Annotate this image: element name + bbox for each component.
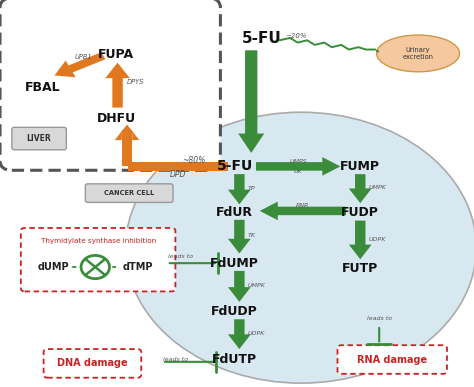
Text: UK: UK [294,169,302,174]
Text: LIVER: LIVER [27,134,51,143]
Text: ~80%: ~80% [182,156,206,165]
Text: UPB1: UPB1 [74,54,92,60]
Polygon shape [122,130,132,166]
Polygon shape [228,319,251,349]
Text: FdUMP: FdUMP [210,257,259,270]
Text: UMPK: UMPK [369,185,387,190]
Text: UMPS: UMPS [289,159,307,164]
FancyBboxPatch shape [85,184,173,202]
Text: DPD: DPD [170,170,186,180]
Text: UDPK: UDPK [247,331,265,336]
Ellipse shape [376,35,459,72]
Polygon shape [349,174,372,203]
FancyBboxPatch shape [0,0,220,170]
Polygon shape [349,221,372,259]
Text: Urinary
excretion: Urinary excretion [402,47,434,60]
FancyBboxPatch shape [337,345,447,374]
Text: DPYS: DPYS [127,79,145,85]
Text: FBAL: FBAL [25,80,61,94]
Text: RNR: RNR [296,204,309,208]
Circle shape [81,255,109,279]
Text: 5-FU: 5-FU [242,31,282,46]
Polygon shape [228,271,251,302]
Text: UMPK: UMPK [247,283,265,288]
Text: UDPK: UDPK [369,237,386,241]
Text: RNA damage: RNA damage [357,354,427,365]
Text: dTMP: dTMP [122,262,153,272]
Text: leads to: leads to [167,254,193,259]
Polygon shape [55,52,105,77]
Text: DNA damage: DNA damage [57,358,128,368]
Polygon shape [260,202,346,220]
Text: FdUDP: FdUDP [211,305,258,318]
Polygon shape [256,157,340,176]
Text: FUPA: FUPA [98,48,134,61]
FancyBboxPatch shape [12,127,66,150]
Text: FUDP: FUDP [341,206,379,219]
Text: Thymidylate synthase inhibition: Thymidylate synthase inhibition [41,238,155,245]
Text: TK: TK [247,233,255,238]
Text: DHFU: DHFU [97,111,136,125]
Text: leads to: leads to [163,358,188,362]
Text: TP: TP [247,187,255,191]
Text: FdUR: FdUR [216,206,253,219]
Ellipse shape [126,112,474,383]
Text: leads to: leads to [366,316,392,320]
Polygon shape [228,174,251,204]
Polygon shape [238,50,264,153]
Text: FdUTP: FdUTP [212,353,257,366]
Text: 5-FU: 5-FU [217,159,253,173]
Polygon shape [228,220,251,253]
Polygon shape [115,125,139,140]
Text: dUMP: dUMP [37,262,69,272]
Text: CANCER CELL: CANCER CELL [104,190,154,196]
Text: ~20%: ~20% [285,33,307,39]
FancyBboxPatch shape [44,349,141,378]
Polygon shape [105,63,130,108]
Text: FUTP: FUTP [342,262,378,276]
Polygon shape [127,162,228,171]
Text: FUMP: FUMP [340,160,380,173]
FancyBboxPatch shape [21,228,175,291]
